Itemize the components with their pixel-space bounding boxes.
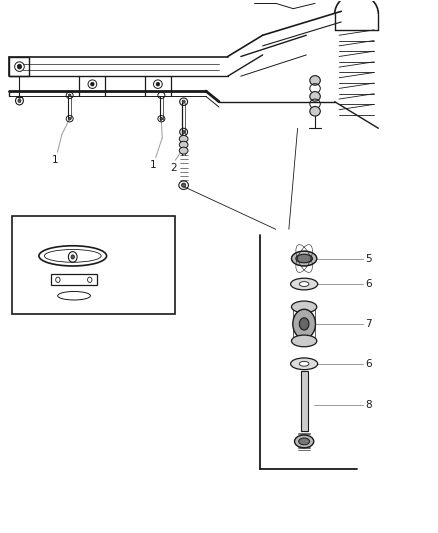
Ellipse shape (68, 94, 71, 96)
Text: 6: 6 (365, 279, 372, 289)
Ellipse shape (68, 117, 71, 120)
Ellipse shape (160, 117, 162, 120)
Ellipse shape (91, 82, 94, 86)
Ellipse shape (179, 141, 188, 148)
Ellipse shape (293, 309, 315, 338)
Ellipse shape (290, 278, 318, 290)
Ellipse shape (310, 107, 320, 116)
Ellipse shape (310, 92, 320, 101)
Bar (12, 216, 175, 314)
Text: 2: 2 (170, 163, 177, 173)
Ellipse shape (18, 99, 21, 102)
Ellipse shape (71, 255, 74, 259)
Ellipse shape (182, 100, 185, 103)
Ellipse shape (291, 301, 317, 313)
Ellipse shape (179, 147, 188, 154)
Ellipse shape (296, 254, 312, 263)
Bar (300, 370, 307, 431)
Bar (10, 56, 29, 76)
Ellipse shape (179, 135, 188, 142)
Ellipse shape (299, 438, 310, 445)
Ellipse shape (156, 82, 159, 86)
Ellipse shape (182, 131, 185, 134)
Ellipse shape (299, 318, 309, 330)
Ellipse shape (310, 76, 320, 85)
Text: 4: 4 (127, 272, 134, 281)
Text: 5: 5 (365, 254, 372, 263)
Text: 6: 6 (365, 359, 372, 369)
Ellipse shape (299, 281, 309, 286)
Ellipse shape (17, 64, 21, 69)
Text: 8: 8 (365, 400, 372, 410)
Ellipse shape (299, 361, 309, 366)
Ellipse shape (181, 183, 186, 187)
Text: 3: 3 (127, 257, 134, 266)
Ellipse shape (291, 335, 317, 347)
Bar (51, 274, 97, 285)
Bar (1, 1, 437, 235)
Ellipse shape (294, 435, 314, 448)
Text: 1: 1 (52, 155, 59, 165)
Text: 7: 7 (365, 319, 372, 329)
Text: 1: 1 (150, 160, 157, 170)
Ellipse shape (291, 251, 317, 266)
Ellipse shape (290, 358, 318, 369)
